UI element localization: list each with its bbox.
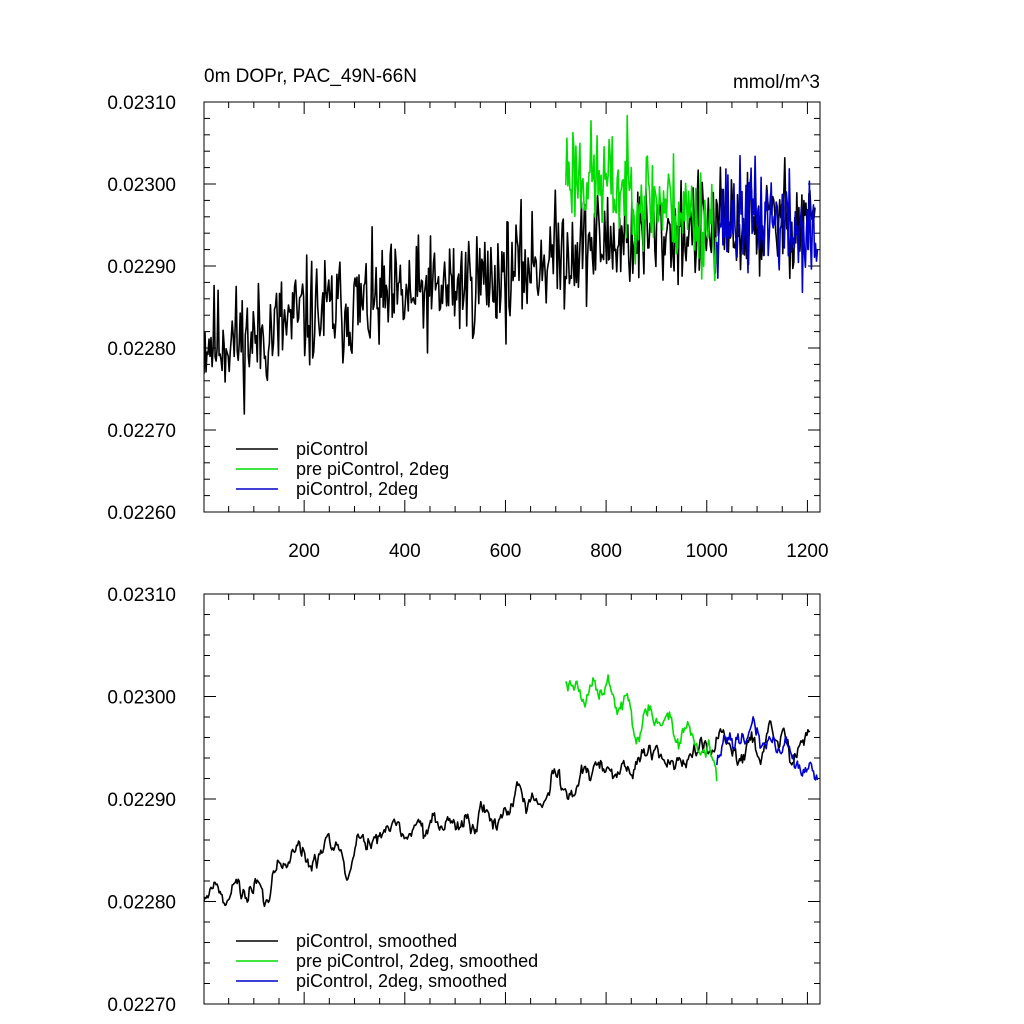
legend-label: piControl, smoothed	[296, 931, 457, 951]
legend-label: piControl, 2deg, smoothed	[296, 971, 507, 991]
legend-label: pre piControl, 2deg	[296, 459, 449, 479]
chart-title: 0m DOPr, PAC_49N-66N	[204, 66, 417, 87]
top-panel: 0.02260 0.02270 0.02280 0.02290 0.02300 0.023…	[107, 93, 828, 562]
legend-label: piControl, 2deg	[296, 479, 418, 499]
series-line-2	[716, 716, 819, 781]
x-tick-label: 1200	[786, 541, 828, 562]
x-axis	[228, 594, 808, 1004]
legend-label: pre piControl, 2deg, smoothed	[296, 951, 538, 971]
series-line-0	[204, 720, 811, 908]
plot-frame	[203, 101, 821, 513]
legend-label: piControl	[296, 439, 368, 459]
series-line-1	[565, 114, 718, 282]
units-label: mmol/m^3	[733, 72, 820, 93]
y-tick-label: 0.02290	[107, 790, 176, 811]
x-tick-label: 600	[490, 541, 522, 562]
series-group	[204, 114, 819, 415]
x-tick-label: 800	[590, 541, 622, 562]
y-tick-label: 0.02310	[107, 93, 176, 114]
x-axis: 200 400 600 800 1000 1200	[228, 102, 829, 562]
series-group	[204, 674, 819, 908]
y-tick-label: 0.02270	[107, 995, 176, 1016]
y-tick-label: 0.02300	[107, 688, 176, 709]
series-line-0	[204, 157, 816, 415]
y-axis: 0.02270 0.02280 0.02290 0.02300 0.02310	[107, 585, 820, 1016]
x-tick-label: 400	[389, 541, 421, 562]
bottom-panel: 0.02270 0.02280 0.02290 0.02300 0.02310 piCon…	[107, 585, 821, 1016]
y-tick-label: 0.02300	[107, 175, 176, 196]
series-line-2	[716, 154, 819, 294]
series-line-1	[565, 674, 718, 782]
x-tick-label: 1000	[686, 541, 728, 562]
y-tick-label: 0.02260	[107, 503, 176, 524]
y-tick-label: 0.02310	[107, 585, 176, 606]
y-tick-label: 0.02280	[107, 893, 176, 914]
y-tick-label: 0.02290	[107, 257, 176, 278]
y-tick-label: 0.02280	[107, 339, 176, 360]
y-tick-label: 0.02270	[107, 421, 176, 442]
x-tick-label: 200	[288, 541, 320, 562]
y-axis: 0.02260 0.02270 0.02280 0.02290 0.02300 0.023…	[107, 93, 820, 524]
